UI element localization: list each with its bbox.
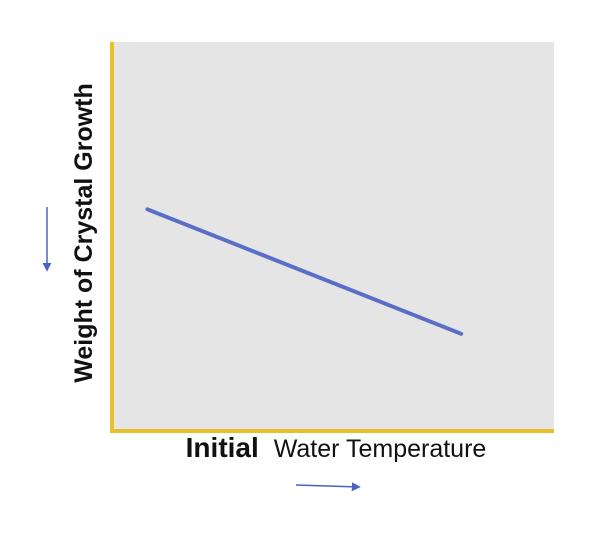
- x-axis-label-rest: Water Temperature: [274, 435, 487, 463]
- series-line-1: [145, 207, 464, 336]
- x-axis-label-first-word: Initial: [186, 432, 259, 463]
- series-group: [145, 207, 464, 336]
- x-direction-arrow: [295, 482, 361, 492]
- x-axis-label: Initial Water Temperature: [186, 432, 487, 463]
- y-axis-label: Weight of Crystal Growth: [70, 83, 98, 383]
- plot-area: [112, 42, 554, 431]
